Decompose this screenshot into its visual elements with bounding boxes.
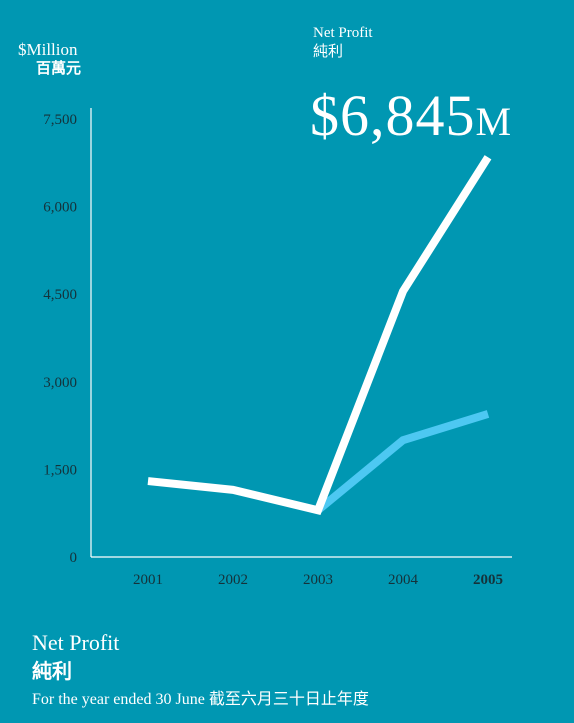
kpi-label-zh: 純利 (313, 44, 344, 60)
y-tick-label: 7,500 (43, 112, 77, 128)
y-axis-unit-en: $Million (18, 40, 78, 59)
y-tick-label: 1,500 (43, 462, 77, 478)
kpi-label-en: Net Profit (313, 25, 373, 41)
secondary-series-line (315, 410, 490, 514)
kpi-value: $6,845M (310, 86, 512, 152)
x-tick-label: 2003 (303, 572, 333, 588)
y-tick-label: 3,000 (43, 375, 77, 391)
footer-subtitle: For the year ended 30 June 截至六月三十日止年度 (32, 691, 369, 708)
x-tick-label: 2005 (473, 572, 503, 588)
x-tick-labels: 2001 2002 2003 2004 2005 (133, 572, 503, 588)
footer-title-zh: 純利 (32, 661, 72, 683)
series-lines (147, 155, 492, 515)
kpi-unit: M (475, 99, 513, 144)
y-tick-label: 0 (70, 550, 78, 566)
y-axis-unit-zh: 百萬元 (36, 61, 82, 77)
y-tick-labels: 0 1,500 3,000 4,500 6,000 7,500 (43, 112, 77, 566)
primary-series-line (147, 155, 492, 515)
x-tick-label: 2004 (388, 572, 419, 588)
x-tick-label: 2002 (218, 572, 248, 588)
y-tick-label: 6,000 (43, 200, 77, 216)
chart-axes (90, 108, 512, 558)
kpi-number: $6,845 (310, 83, 476, 148)
x-tick-label: 2001 (133, 572, 163, 588)
footer-title-en: Net Profit (32, 630, 120, 655)
y-tick-label: 4,500 (43, 287, 77, 303)
